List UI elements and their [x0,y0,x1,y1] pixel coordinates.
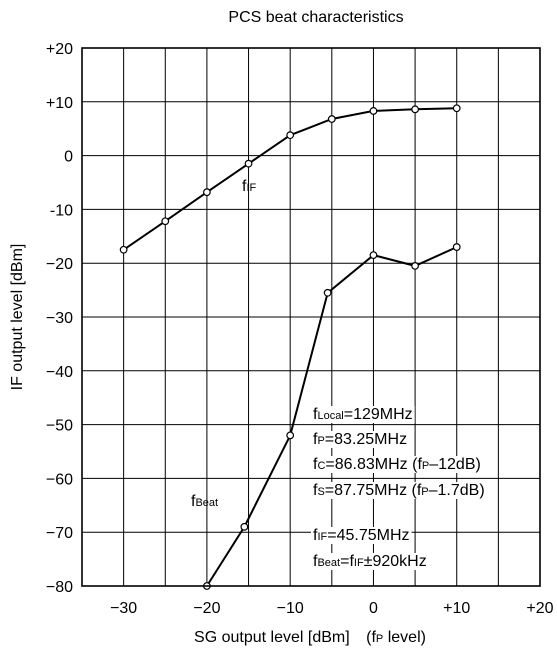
annotation-backing [311,431,410,448]
data-point-fBeat [286,431,295,440]
y-axis-label: IF output level [dBm] [9,244,26,391]
y-tick-label: −80 [46,579,73,596]
annotation-line: fP=83.25MHz [313,431,407,448]
y-tick-label: −50 [46,418,73,435]
y-tick-label: −60 [46,471,73,488]
data-point-fIF [452,104,461,113]
annotation-backing [311,456,483,473]
data-point-fBeat [411,261,419,270]
y-tick-label: +20 [46,41,73,58]
y-tick-label: −40 [46,364,73,381]
chart-title: PCS beat characteristics [228,9,403,26]
y-tick-label: −70 [46,525,73,542]
x-tick-label: +20 [526,600,553,617]
x-tick-label: 0 [369,600,378,617]
tick-labels: −30 −20 −10 0 +10 +20 +20 +10 0 -10 −20 −30 −40 −50 −6… [46,41,554,617]
plot-frame [81,47,541,587]
annotation-backing [311,482,487,499]
annotation-line: fS=87.75MHz (fP–1.7dB) [313,482,485,499]
annotation-line: fLocal=129MHz [313,406,413,423]
annotation-backing [311,527,412,544]
data-point-fBeat [240,522,249,531]
annotations: fIF fBeat fLocal=129MHz fP=83.25MHz fC=86.83… [191,178,487,570]
data-point-fIF [244,159,253,168]
grid [82,48,540,586]
annotation-backing [311,553,429,570]
x-axis-label-note: (fP level) [366,629,426,646]
data-point-fIF [369,107,378,115]
annotation-backing [311,406,415,423]
annotation-line: fC=86.83MHz (fP–12dB) [313,456,481,473]
x-tick-label: −10 [277,600,304,617]
data-series [119,104,461,590]
x-axis-label-main: SG output level [dBm] [194,629,350,646]
x-tick-label: −20 [193,600,220,617]
data-point-fBeat [369,251,378,260]
x-tick-label: −30 [110,600,137,617]
x-tick-label: +10 [443,600,470,617]
series-label-fIF: fIF [242,178,257,195]
data-point-fIF [411,105,419,114]
data-point-fIF [203,188,211,197]
y-tick-label: −20 [46,256,73,273]
data-point-fIF [327,115,336,123]
x-axis-label: SG output level [dBm] (fP level) [194,629,426,646]
annotation-line: fIF=45.75MHz [313,527,410,544]
annotation-line: fBeat=fIF±920kHz [313,553,427,570]
data-point-fIF [286,131,295,140]
y-tick-label: +10 [46,95,73,112]
data-point-fIF [161,217,170,226]
data-point-fIF [119,245,128,254]
data-point-fBeat [323,288,332,297]
y-tick-label: 0 [64,149,73,166]
y-tick-label: −30 [46,310,73,327]
y-tick-label: -10 [50,202,73,219]
series-label-fBeat: fBeat [191,493,218,510]
data-point-fBeat [452,243,461,251]
